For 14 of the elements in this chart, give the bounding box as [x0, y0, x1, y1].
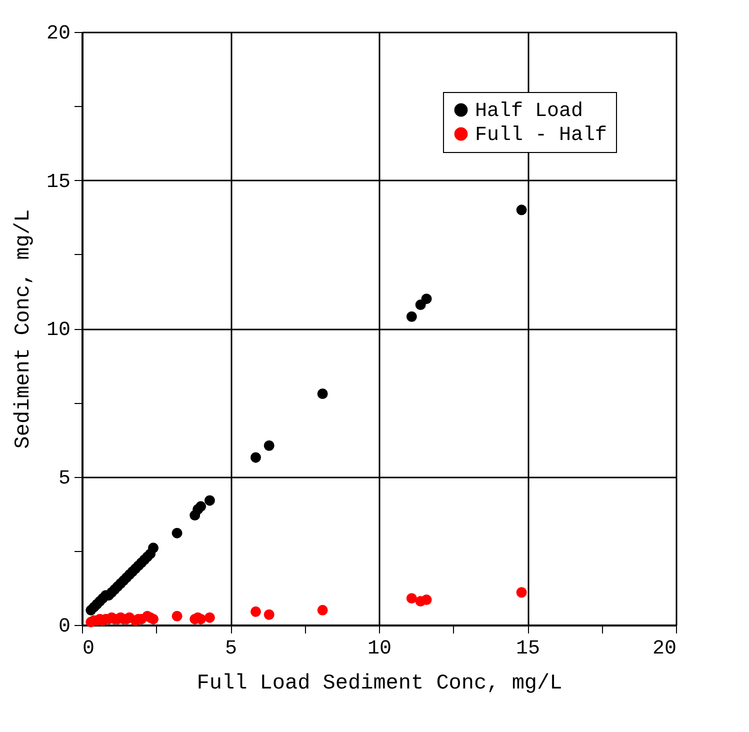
x-axis-title: Full Load Sediment Conc, mg/L	[196, 672, 562, 696]
x-tick-label: 0	[82, 638, 95, 660]
y-tick-label: 15	[46, 170, 70, 194]
y-axis-title: Sediment Conc, mg/L	[12, 209, 36, 449]
y-tick-label: 0	[58, 616, 70, 638]
legend-label: Full - Half	[475, 124, 608, 147]
legend-label: Half Load	[475, 100, 584, 123]
y-tick-label: 5	[58, 467, 70, 490]
x-tick-label: 5	[224, 638, 238, 660]
x-tick-label: 15	[516, 638, 540, 660]
y-tick-label: 10	[46, 319, 70, 342]
x-tick-label: 10	[367, 638, 392, 660]
y-tick-label: 20	[46, 22, 70, 46]
x-tick-label: 20	[652, 638, 676, 660]
